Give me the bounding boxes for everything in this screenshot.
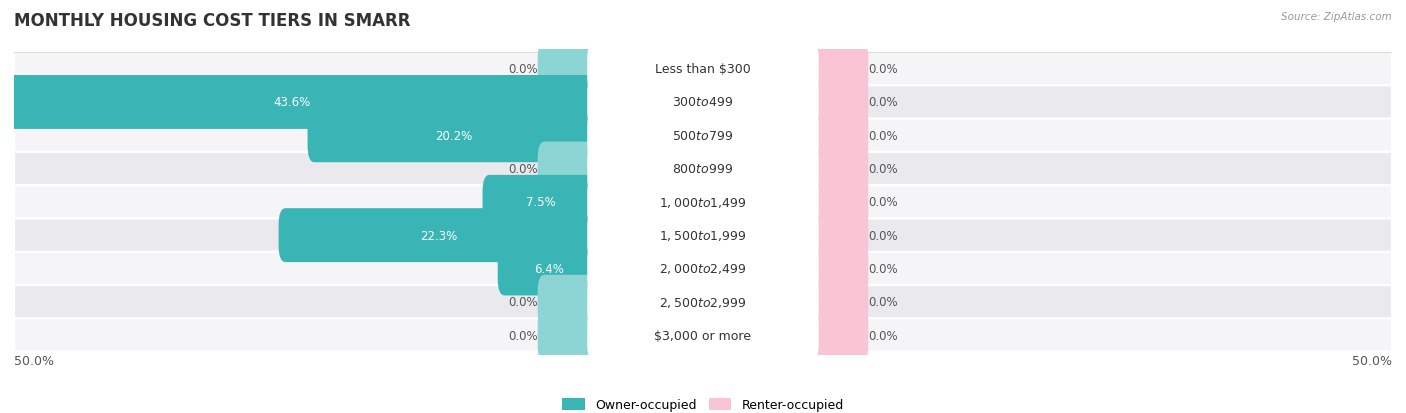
Text: 50.0%: 50.0%	[1353, 354, 1392, 368]
FancyBboxPatch shape	[537, 275, 599, 329]
FancyBboxPatch shape	[588, 145, 818, 193]
FancyBboxPatch shape	[14, 152, 1392, 186]
FancyBboxPatch shape	[807, 176, 869, 229]
FancyBboxPatch shape	[588, 312, 818, 359]
FancyBboxPatch shape	[14, 86, 1392, 119]
FancyBboxPatch shape	[807, 275, 869, 329]
Text: 43.6%: 43.6%	[274, 96, 311, 109]
FancyBboxPatch shape	[14, 285, 1392, 319]
FancyBboxPatch shape	[498, 242, 599, 296]
FancyBboxPatch shape	[14, 186, 1392, 219]
FancyBboxPatch shape	[0, 76, 599, 130]
Text: 0.0%: 0.0%	[508, 163, 537, 176]
FancyBboxPatch shape	[807, 142, 869, 196]
Text: 0.0%: 0.0%	[508, 296, 537, 309]
FancyBboxPatch shape	[588, 46, 818, 93]
Text: $500 to $799: $500 to $799	[672, 129, 734, 142]
Text: 0.0%: 0.0%	[869, 63, 898, 76]
FancyBboxPatch shape	[588, 79, 818, 126]
FancyBboxPatch shape	[14, 319, 1392, 352]
FancyBboxPatch shape	[588, 212, 818, 259]
FancyBboxPatch shape	[14, 252, 1392, 285]
Text: 0.0%: 0.0%	[869, 262, 898, 275]
Text: $3,000 or more: $3,000 or more	[655, 329, 751, 342]
FancyBboxPatch shape	[482, 176, 599, 229]
Text: 0.0%: 0.0%	[869, 196, 898, 209]
FancyBboxPatch shape	[588, 245, 818, 292]
FancyBboxPatch shape	[537, 309, 599, 362]
Text: $1,500 to $1,999: $1,500 to $1,999	[659, 229, 747, 242]
Text: 0.0%: 0.0%	[869, 129, 898, 142]
Text: $800 to $999: $800 to $999	[672, 163, 734, 176]
FancyBboxPatch shape	[807, 76, 869, 130]
Text: 0.0%: 0.0%	[869, 163, 898, 176]
FancyBboxPatch shape	[807, 109, 869, 163]
Text: 22.3%: 22.3%	[420, 229, 458, 242]
Text: 0.0%: 0.0%	[869, 96, 898, 109]
Text: $2,500 to $2,999: $2,500 to $2,999	[659, 295, 747, 309]
Text: Less than $300: Less than $300	[655, 63, 751, 76]
Legend: Owner-occupied, Renter-occupied: Owner-occupied, Renter-occupied	[557, 393, 849, 413]
Text: Source: ZipAtlas.com: Source: ZipAtlas.com	[1281, 12, 1392, 22]
FancyBboxPatch shape	[807, 309, 869, 362]
Text: 0.0%: 0.0%	[869, 329, 898, 342]
FancyBboxPatch shape	[278, 209, 599, 263]
FancyBboxPatch shape	[588, 179, 818, 226]
Text: $2,000 to $2,499: $2,000 to $2,499	[659, 262, 747, 276]
Text: 0.0%: 0.0%	[869, 296, 898, 309]
Text: MONTHLY HOUSING COST TIERS IN SMARR: MONTHLY HOUSING COST TIERS IN SMARR	[14, 12, 411, 30]
Text: 20.2%: 20.2%	[434, 129, 472, 142]
Text: 0.0%: 0.0%	[508, 329, 537, 342]
Text: 7.5%: 7.5%	[526, 196, 555, 209]
FancyBboxPatch shape	[588, 112, 818, 159]
FancyBboxPatch shape	[588, 278, 818, 325]
FancyBboxPatch shape	[14, 219, 1392, 252]
Text: 0.0%: 0.0%	[869, 229, 898, 242]
Text: 0.0%: 0.0%	[508, 63, 537, 76]
FancyBboxPatch shape	[537, 43, 599, 96]
Text: 50.0%: 50.0%	[14, 354, 53, 368]
FancyBboxPatch shape	[807, 209, 869, 263]
Text: $1,000 to $1,499: $1,000 to $1,499	[659, 195, 747, 209]
FancyBboxPatch shape	[14, 119, 1392, 152]
FancyBboxPatch shape	[14, 53, 1392, 86]
Text: $300 to $499: $300 to $499	[672, 96, 734, 109]
FancyBboxPatch shape	[537, 142, 599, 196]
FancyBboxPatch shape	[308, 109, 599, 163]
FancyBboxPatch shape	[807, 43, 869, 96]
Text: 6.4%: 6.4%	[534, 262, 564, 275]
FancyBboxPatch shape	[807, 242, 869, 296]
